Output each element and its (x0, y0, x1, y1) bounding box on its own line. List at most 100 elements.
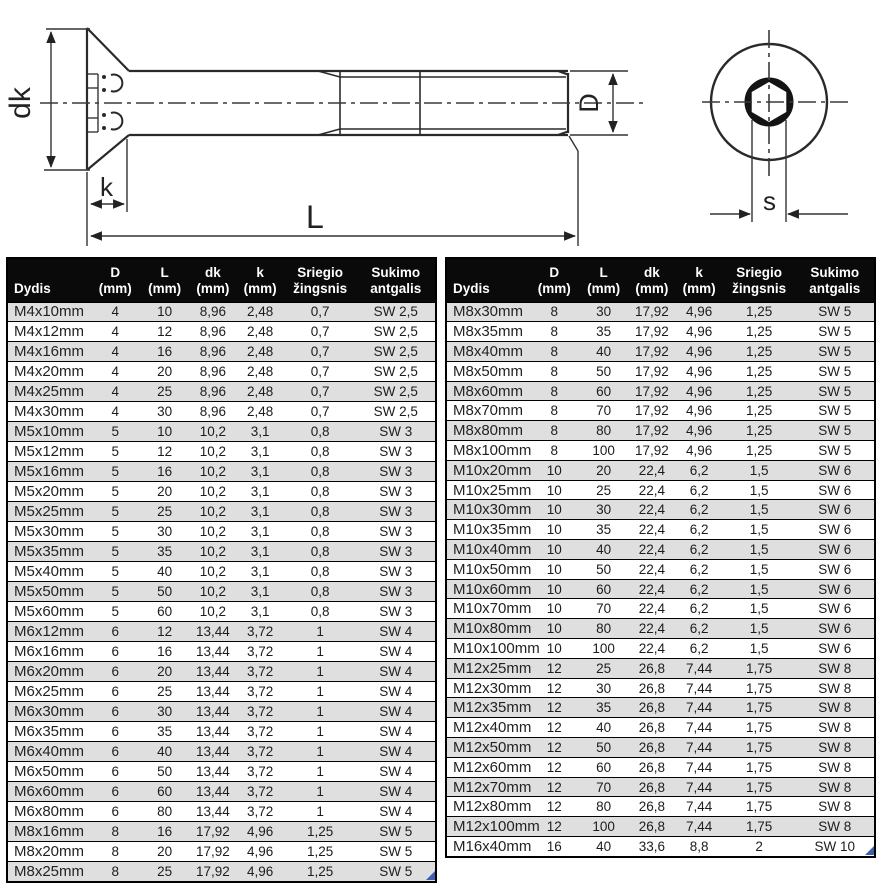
size-cell: M12x70mm (446, 776, 531, 797)
value-cell: 17,92 (189, 860, 237, 882)
table-row: M10x60mm 10 60 22,4 6,2 1,5 SW 6 (446, 578, 875, 599)
value-cell: SW 4 (356, 680, 436, 702)
value-cell: 6 (90, 640, 140, 662)
value-cell: 5 (90, 461, 140, 482)
value-cell: 50 (139, 581, 190, 602)
value-cell: 20 (139, 840, 190, 862)
table-row: M12x25mm 12 25 26,8 7,44 1,75 SW 8 (446, 657, 875, 679)
value-cell: 8,96 (189, 341, 237, 362)
value-cell: 70 (578, 400, 629, 421)
table-row: M4x20mm 4 20 8,96 2,48 0,7 SW 2,5 (7, 361, 436, 382)
value-cell: 1,5 (722, 539, 796, 560)
header-row: Dydis D (mm) L (mm) dk (mm) k (mm) Sriegio ži… (7, 258, 436, 302)
value-cell: 10,2 (189, 481, 237, 502)
table-row: M10x80mm 10 80 22,4 6,2 1,5 SW 6 (446, 618, 875, 639)
value-cell: 26,8 (628, 816, 676, 837)
value-cell: 10,2 (189, 501, 237, 522)
value-cell: 8 (529, 400, 579, 421)
value-cell: 8,96 (189, 301, 237, 322)
value-cell: 13,44 (189, 640, 237, 662)
value-cell: 1,5 (722, 499, 796, 520)
table-row: M12x70mm 12 70 26,8 7,44 1,75 SW 8 (446, 776, 875, 797)
table-row: M10x35mm 10 35 22,4 6,2 1,5 SW 6 (446, 519, 875, 540)
value-cell: 35 (139, 541, 190, 562)
value-cell: 1,5 (722, 578, 796, 599)
size-cell: M5x60mm (7, 601, 91, 622)
D-label: D (574, 93, 604, 113)
value-cell: 12 (139, 621, 190, 642)
size-cell: M4x16mm (7, 341, 91, 362)
dimension-socket-size (710, 120, 848, 222)
value-cell: 0,8 (283, 561, 357, 582)
value-cell: 5 (90, 501, 140, 522)
value-cell: 2,48 (236, 361, 284, 382)
size-cell: M6x50mm (7, 760, 91, 782)
value-cell: 1 (283, 700, 357, 722)
value-cell: 80 (578, 618, 629, 639)
value-cell: 12 (139, 441, 190, 462)
value-cell: 3,72 (236, 700, 284, 722)
value-cell: SW 6 (795, 558, 875, 580)
value-cell: 13,44 (189, 740, 237, 762)
table-row: M5x30mm 5 30 10,2 3,1 0,8 SW 3 (7, 521, 436, 542)
value-cell: 10 (529, 578, 579, 599)
size-cell: M6x35mm (7, 720, 91, 742)
table-row: M5x20mm 5 20 10,2 3,1 0,8 SW 3 (7, 481, 436, 502)
size-cell: M4x10mm (7, 301, 91, 322)
size-cell: M5x40mm (7, 561, 91, 582)
value-cell: 3,1 (236, 461, 284, 482)
value-cell: 1,5 (722, 638, 796, 659)
value-cell: SW 5 (795, 440, 875, 461)
value-cell: 7,44 (675, 657, 723, 679)
value-cell: 70 (578, 598, 629, 619)
value-cell: 1,75 (722, 816, 796, 837)
table-row: M4x12mm 4 12 8,96 2,48 0,7 SW 2,5 (7, 321, 436, 342)
value-cell: SW 6 (795, 459, 875, 481)
value-cell: 20 (139, 361, 190, 382)
table-row: M4x30mm 4 30 8,96 2,48 0,7 SW 2,5 (7, 401, 436, 422)
value-cell: 0,8 (283, 461, 357, 482)
value-cell: 3,72 (236, 740, 284, 762)
value-cell: 1,75 (722, 697, 796, 718)
value-cell: 50 (578, 360, 629, 382)
value-cell: 4,96 (236, 820, 284, 842)
column-header-2: L (mm) (578, 258, 629, 302)
value-cell: 80 (578, 796, 629, 817)
value-cell: 8,96 (189, 381, 237, 402)
value-cell: 26,8 (628, 776, 676, 797)
value-cell: 1,5 (722, 519, 796, 540)
size-cell: M12x50mm (446, 737, 531, 758)
size-cell: M12x60mm (446, 756, 531, 778)
value-cell: SW 6 (795, 638, 875, 659)
value-cell: SW 6 (795, 598, 875, 619)
value-cell: 10 (139, 421, 190, 442)
value-cell: 10 (529, 539, 579, 560)
value-cell: 5 (90, 581, 140, 602)
value-cell: SW 4 (356, 700, 436, 722)
size-cell: M6x25mm (7, 680, 91, 702)
socket-projection (102, 73, 124, 131)
value-cell: 7,44 (675, 816, 723, 837)
value-cell: 22,4 (628, 638, 676, 659)
value-cell: 6,2 (675, 618, 723, 639)
value-cell: 35 (578, 321, 629, 342)
column-header-4: k (mm) (675, 258, 723, 302)
value-cell: 40 (578, 341, 629, 362)
value-cell: 70 (578, 776, 629, 797)
size-cell: M10x60mm (446, 578, 531, 599)
size-cell: M8x16mm (7, 820, 91, 842)
value-cell: 0,7 (283, 401, 357, 422)
value-cell: 1,5 (722, 558, 796, 580)
value-cell: 8 (529, 360, 579, 382)
value-cell: 1,75 (722, 717, 796, 738)
size-cell: M10x80mm (446, 618, 531, 639)
value-cell: 4 (90, 321, 140, 342)
value-cell: 6 (90, 680, 140, 702)
value-cell: 1 (283, 780, 357, 802)
value-cell: 60 (578, 756, 629, 778)
value-cell: 5 (90, 481, 140, 502)
L-label: L (306, 199, 324, 235)
value-cell: 8,96 (189, 321, 237, 342)
value-cell: SW 10 (795, 836, 875, 857)
